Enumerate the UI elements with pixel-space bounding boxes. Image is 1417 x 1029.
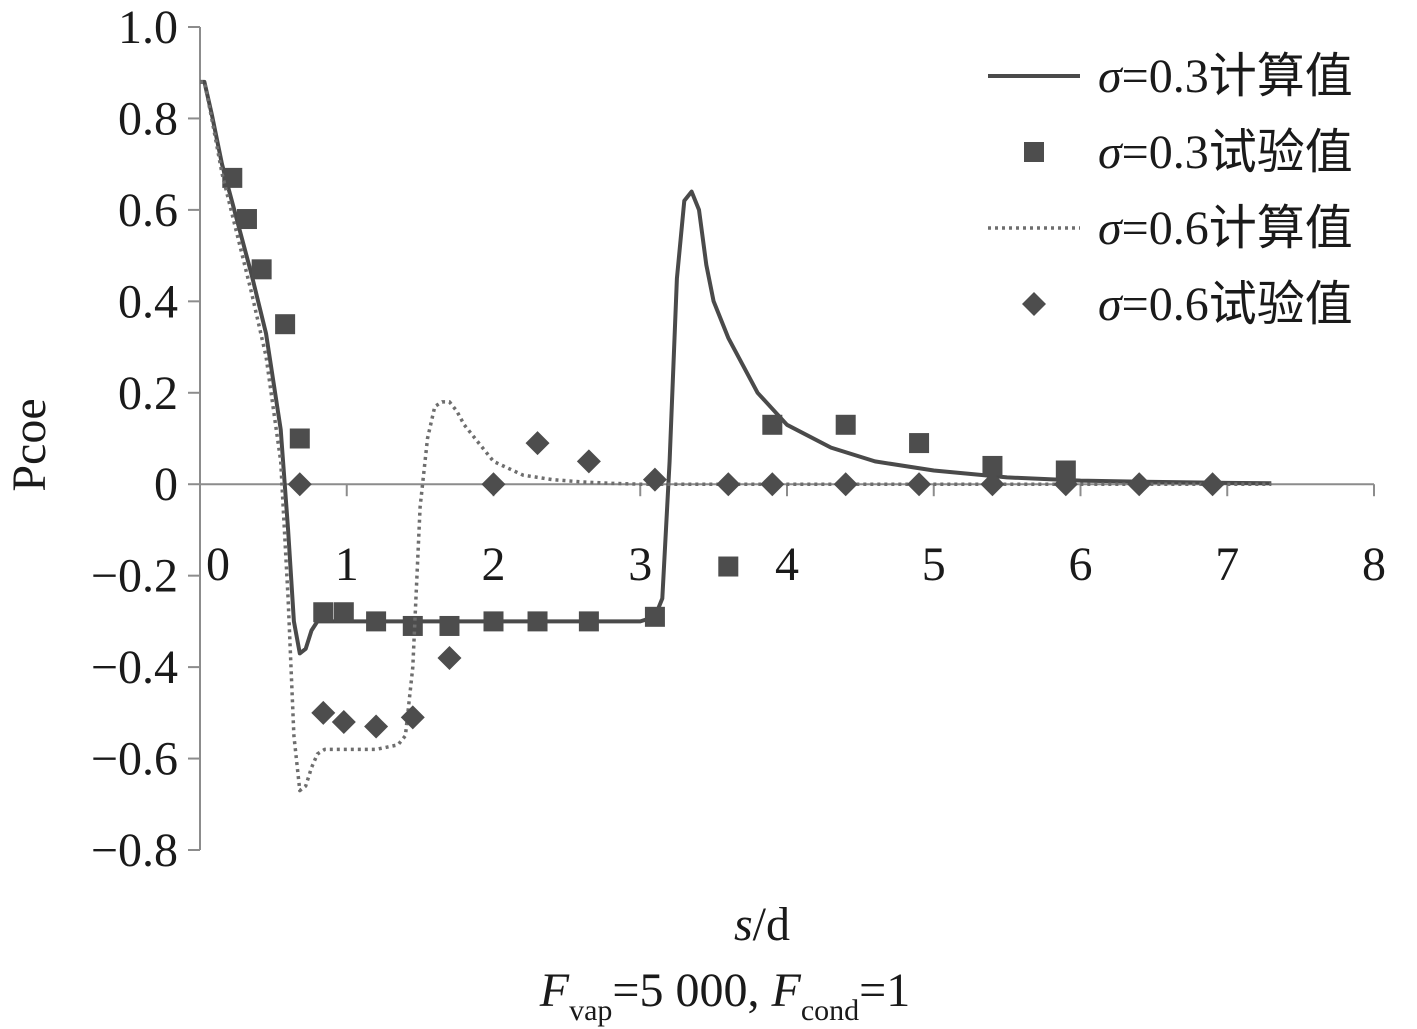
data-point-diamond [311,700,336,725]
data-point-square [578,611,599,632]
legend-entry: σ=0.6计算值 [988,202,1353,255]
data-point-square [366,611,387,632]
condition-f1-val: =5 000, [612,964,771,1017]
data-point-square [483,611,504,632]
data-point-diamond [481,472,506,497]
data-point-diamond [287,472,312,497]
legend-label: σ=0.3试验值 [1098,126,1353,179]
data-point-square [439,615,460,636]
x-tick-label: 4 [775,538,799,591]
data-point-square [289,428,310,449]
data-point-diamond [642,467,667,492]
data-point-diamond [400,705,425,730]
condition-label: Fvap=5 000, Fcond=1 [539,964,910,1027]
data-point-square [275,314,296,335]
data-point-square [1055,460,1076,481]
data-point-diamond [907,472,932,497]
y-tick-label: 0 [154,458,178,511]
x-tick-label: 3 [628,538,652,591]
y-axis-label: Pcoe [3,398,56,491]
series-2 [222,167,1076,636]
legend-name: =0.6计算值 [1122,202,1353,255]
condition-f2-val: =1 [859,964,910,1017]
legend-name: =0.6试验值 [1122,278,1353,331]
data-point-square [333,602,354,623]
x-tick-label: 5 [922,538,946,591]
series-3 [200,80,1272,793]
legend-symbol: σ [1098,202,1124,255]
y-tick-label: −0.4 [91,641,178,694]
series-line [200,80,1272,793]
x-axis-label-var: s [734,898,753,951]
y-tick-label: 0.6 [118,184,178,237]
legend-entry: σ=0.3试验值 [1024,126,1353,179]
data-point-diamond [1127,472,1152,497]
y-tick-label: −0.2 [91,550,178,603]
x-tick-label: 6 [1069,538,1093,591]
x-ticks: 0 1 2 3 4 5 6 7 8 [199,484,1386,591]
y-tick-label: −0.6 [91,733,178,786]
y-tick-label: 0.8 [118,92,178,145]
data-point-square [835,414,856,435]
legend-entry: σ=0.6试验值 [1022,278,1353,331]
data-point-diamond [1200,472,1225,497]
data-point-square [909,433,930,454]
x-tick-label: 8 [1362,538,1386,591]
legend-symbol: σ [1098,278,1124,331]
data-point-diamond [1053,472,1078,497]
legend-label: σ=0.6计算值 [1098,202,1353,255]
legend-name: =0.3计算值 [1122,50,1353,103]
x-axis-label-rest: /d [753,898,790,951]
y-ticks: 1.0 0.8 0.6 0.4 0.2 0 −0.2 −0.4 −0.6 −0.8 [91,1,200,877]
data-point-square [644,606,665,627]
series-layer [200,79,1272,793]
x-tick-label: 1 [335,538,359,591]
data-point-diamond [716,472,741,497]
legend-label: σ=0.6试验值 [1098,278,1353,331]
data-point-diamond [833,472,858,497]
data-point-diamond [525,431,550,456]
data-point-diamond [760,472,785,497]
data-point-square [222,167,243,188]
data-point-diamond [331,709,356,734]
data-point-square [527,611,548,632]
data-point-diamond [980,472,1005,497]
y-tick-label: 0.2 [118,367,178,420]
legend-entry: σ=0.3计算值 [988,50,1353,103]
data-point-diamond [576,449,601,474]
condition-f1: F [539,964,570,1017]
data-point-diamond [437,645,462,670]
y-tick-label: 1.0 [118,1,178,54]
legend-symbol: σ [1098,126,1124,179]
legend-swatch-square [1024,142,1044,162]
x-tick-label: 2 [482,538,506,591]
data-point-square [402,615,423,636]
legend-symbol: σ [1098,50,1124,103]
data-point-square [236,209,257,230]
y-tick-label: 0.4 [118,275,178,328]
condition-f2-sub: cond [801,994,859,1027]
legend-swatch-diamond [1022,292,1046,316]
data-point-square [762,414,783,435]
x-axis-label: s/d [734,898,790,951]
data-point-square [313,602,334,623]
data-point-diamond [364,714,389,739]
x-tick-label: 0 [206,538,230,591]
legend-name: =0.3试验值 [1122,126,1353,179]
series-4 [287,431,1225,739]
data-point-square [982,455,1003,476]
y-tick-label: −0.8 [91,824,178,877]
condition-f1-sub: vap [569,994,612,1027]
condition-f2: F [771,964,802,1017]
legend-label: σ=0.3计算值 [1098,50,1353,103]
x-tick-label: 7 [1215,538,1239,591]
data-point-square [251,259,272,280]
data-point-square [718,556,739,577]
